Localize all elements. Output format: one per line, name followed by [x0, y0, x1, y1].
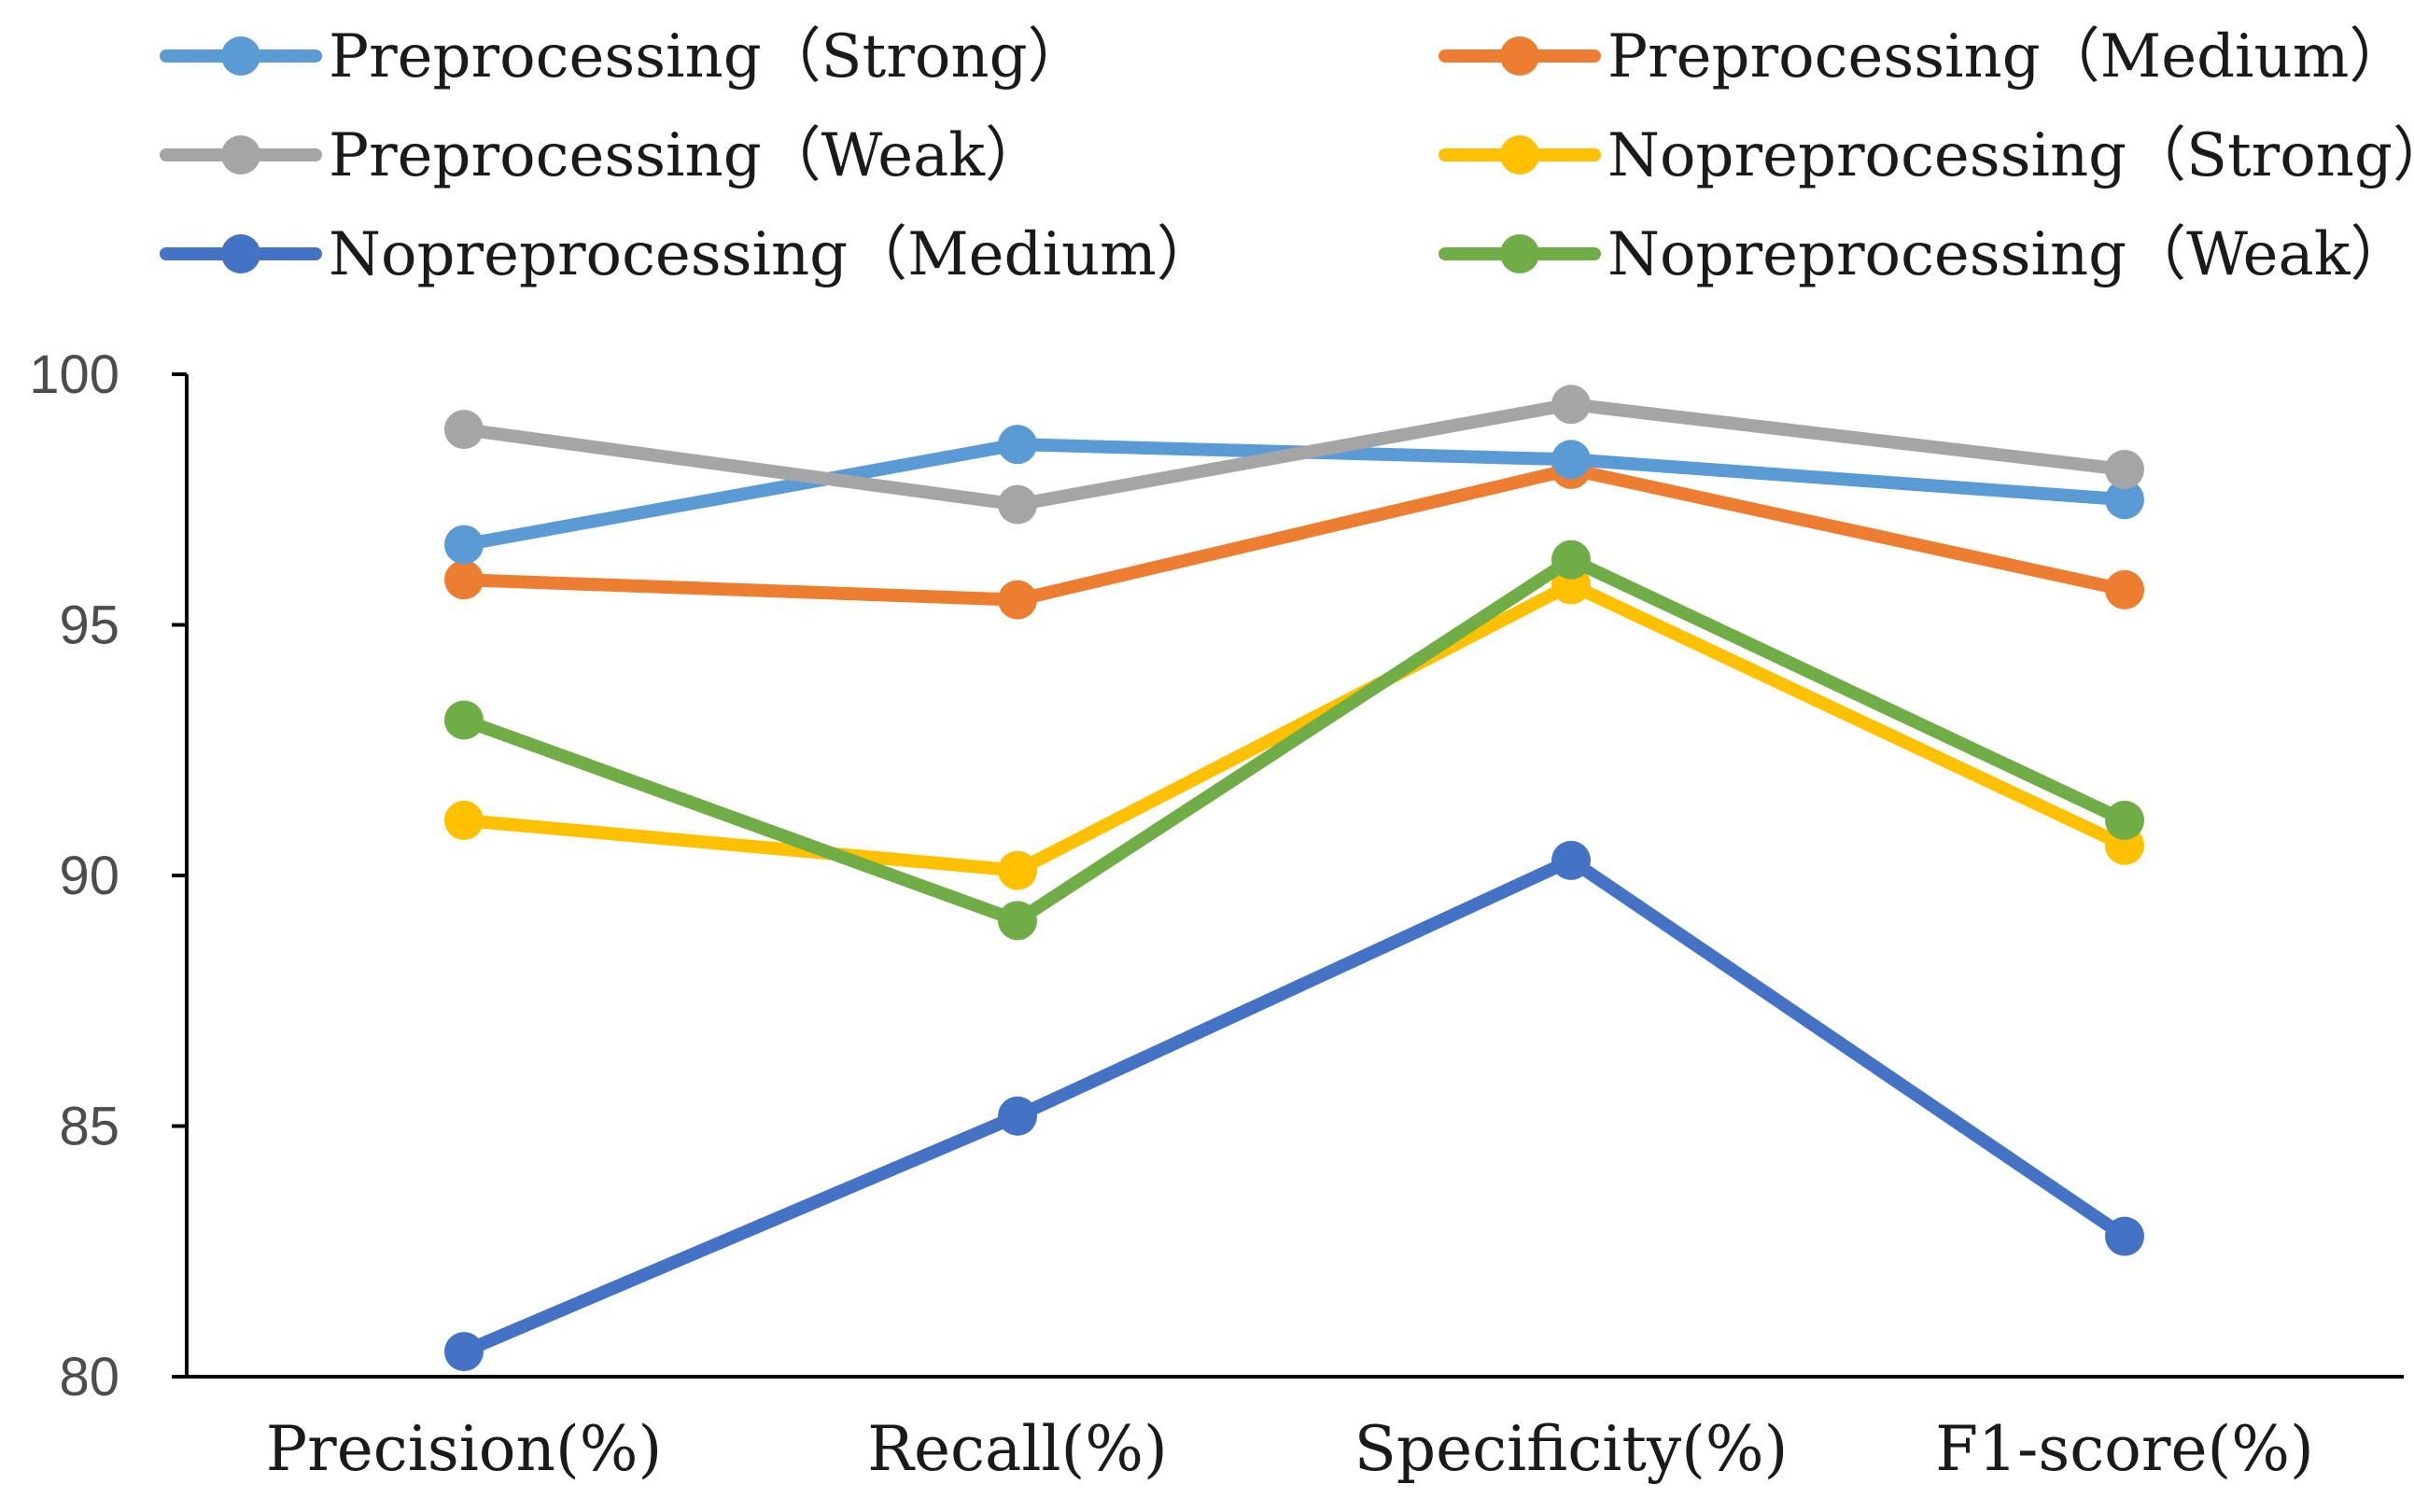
series-nopreprocessing-weak — [444, 539, 2144, 941]
legend-item-nopreprocessing-strong: Nopreprocessing（Strong） — [1439, 121, 2414, 190]
legend-swatch-marker — [221, 36, 260, 76]
y-tick-label: 95 — [59, 595, 119, 656]
series-preprocessing-medium — [444, 450, 2144, 620]
legend-swatch-marker — [1500, 36, 1539, 76]
legend-label: Preprocessing（Weak） — [329, 121, 1045, 190]
data-point-recall — [998, 901, 1037, 941]
data-point-recall — [998, 1096, 1037, 1136]
series-layer — [444, 385, 2144, 1372]
x-tick-label-precision: Precision(%) — [266, 1413, 663, 1485]
data-point-recall — [998, 425, 1037, 465]
data-point-specificity — [1551, 840, 1591, 880]
data-point-recall — [998, 484, 1037, 525]
data-point-specificity — [1551, 440, 1591, 480]
series-line — [457, 553, 2131, 928]
x-tick-label-recall: Recall(%) — [867, 1413, 1168, 1485]
legend-label: Nopreprocessing（Strong） — [1607, 121, 2414, 190]
axes: 80 85 90 95 100 Precision(%) Recall(%) Specific… — [29, 344, 2404, 1485]
legend-label: Preprocessing（Medium） — [1607, 22, 2408, 91]
legend-item-preprocessing-strong: Preprocessing（Strong） — [160, 22, 1088, 91]
series-line — [457, 853, 2131, 1359]
legend-label: Nopreprocessing（Medium） — [329, 220, 1216, 289]
y-tick-label: 90 — [59, 846, 119, 906]
data-point-recall — [998, 580, 1037, 620]
data-point-precision — [444, 800, 484, 840]
legend-item-preprocessing-medium: Preprocessing（Medium） — [1439, 22, 2408, 91]
data-point-precision — [444, 410, 484, 450]
data-point-f1-score — [2105, 569, 2144, 609]
data-point-recall — [998, 850, 1037, 890]
legend-swatch-marker — [221, 135, 260, 175]
series-line — [457, 578, 2131, 877]
y-tick-label: 80 — [59, 1347, 119, 1407]
legend-label: Nopreprocessing（Weak） — [1607, 220, 2410, 289]
series-nopreprocessing-medium — [444, 840, 2144, 1372]
data-point-precision — [444, 700, 484, 740]
series-preprocessing-weak — [444, 385, 2144, 525]
y-tick-label: 100 — [29, 344, 119, 405]
legend-swatch-marker — [1500, 135, 1539, 175]
legend-item-nopreprocessing-medium: Nopreprocessing（Medium） — [160, 220, 1216, 289]
data-point-specificity — [1551, 539, 1591, 580]
legend-label: Preprocessing（Strong） — [329, 22, 1088, 91]
data-point-f1-score — [2105, 450, 2144, 490]
data-point-f1-score — [2105, 1216, 2144, 1256]
data-point-precision — [444, 1332, 484, 1372]
data-point-f1-score — [2105, 800, 2144, 840]
legend-swatch-marker — [221, 234, 260, 273]
data-point-specificity — [1551, 385, 1591, 425]
data-point-precision — [444, 560, 484, 600]
y-tick-label: 85 — [59, 1097, 119, 1157]
series-nopreprocessing-strong — [444, 565, 2144, 890]
legend: Preprocessing（Strong） Preprocessing（Mediu… — [160, 22, 2414, 289]
legend-swatch-marker — [1500, 234, 1539, 273]
data-point-precision — [444, 525, 484, 565]
series-line — [457, 463, 2131, 607]
data-point-f1-score — [2105, 480, 2144, 520]
x-tick-label-specificity: Specificity(%) — [1354, 1413, 1789, 1485]
legend-item-preprocessing-weak: Preprocessing（Weak） — [160, 121, 1045, 190]
x-tick-label-f1-score: F1-score(%) — [1935, 1413, 2313, 1485]
series-line — [457, 398, 2131, 511]
legend-item-nopreprocessing-weak: Nopreprocessing（Weak） — [1439, 220, 2410, 289]
